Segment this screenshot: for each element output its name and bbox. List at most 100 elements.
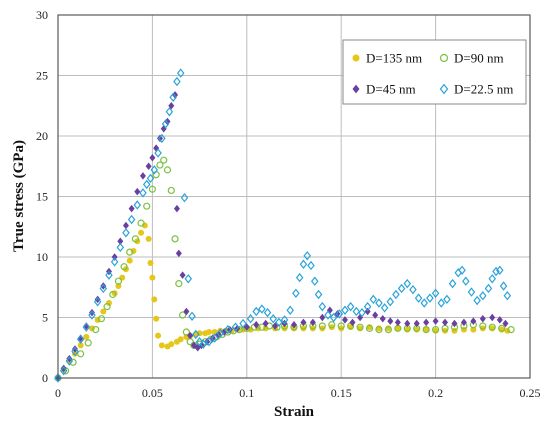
data-point — [394, 325, 401, 332]
data-point — [403, 278, 412, 289]
data-point — [167, 186, 175, 195]
data-point — [184, 274, 193, 284]
data-point — [147, 260, 154, 267]
data-point — [54, 373, 62, 383]
data-point — [379, 314, 386, 323]
data-point — [328, 321, 336, 329]
x-axis-label: Strain — [274, 404, 315, 420]
data-point — [498, 324, 506, 332]
data-point — [115, 283, 122, 290]
data-point — [488, 323, 496, 331]
data-point — [88, 308, 95, 317]
data-point — [470, 326, 477, 333]
data-point — [384, 326, 392, 334]
data-point — [137, 219, 145, 227]
data-point — [131, 235, 140, 243]
data-point — [139, 188, 147, 198]
data-point — [280, 315, 289, 325]
data-point — [156, 161, 164, 169]
y-tick-label: 5 — [42, 311, 48, 325]
data-point — [369, 294, 378, 305]
data-point — [84, 339, 92, 347]
data-point — [252, 306, 261, 317]
data-point — [263, 307, 272, 318]
data-point — [307, 260, 315, 271]
data-point — [437, 298, 446, 308]
data-point — [507, 326, 515, 334]
data-point — [127, 214, 136, 225]
data-point — [139, 172, 146, 180]
data-point — [414, 293, 423, 303]
series-1 — [55, 222, 511, 381]
data-point — [176, 68, 185, 78]
data-point — [188, 311, 196, 322]
data-point — [59, 366, 68, 376]
data-point — [158, 133, 166, 144]
data-point — [231, 322, 240, 332]
data-point — [470, 317, 477, 325]
data-point — [161, 119, 170, 129]
data-point — [69, 358, 77, 366]
y-tick-label: 15 — [36, 190, 48, 204]
x-tick-label: 0.05 — [142, 386, 163, 400]
data-point — [205, 336, 213, 347]
data-point — [164, 117, 171, 126]
data-point — [335, 309, 344, 319]
data-point — [499, 281, 508, 291]
data-point — [448, 278, 457, 289]
data-point — [432, 317, 439, 325]
data-point — [496, 265, 504, 276]
data-point — [309, 318, 316, 327]
data-point — [83, 333, 90, 340]
data-point — [183, 307, 190, 316]
data-point — [151, 296, 158, 303]
data-point — [142, 179, 151, 190]
data-point — [387, 317, 394, 325]
data-point — [503, 291, 512, 301]
data-point — [488, 274, 497, 284]
data-point — [116, 242, 125, 253]
data-point — [76, 334, 85, 344]
data-point — [179, 311, 187, 319]
data-point — [386, 297, 395, 307]
data-point — [148, 185, 156, 193]
data-point — [318, 322, 326, 330]
x-tick-label: 0.15 — [331, 386, 352, 400]
data-point — [479, 314, 486, 323]
data-point — [460, 318, 467, 327]
data-point — [300, 318, 307, 327]
data-point — [358, 307, 366, 318]
x-tick-label: 0.25 — [520, 386, 541, 400]
legend-marker — [439, 53, 449, 63]
data-point — [126, 248, 134, 256]
data-point — [269, 313, 278, 324]
data-point — [171, 235, 179, 243]
data-point — [65, 356, 74, 366]
data-point — [375, 298, 383, 308]
data-point — [422, 326, 430, 334]
data-point — [77, 334, 84, 342]
data-point — [165, 107, 174, 117]
data-point — [143, 202, 151, 210]
data-point — [77, 342, 84, 349]
data-point — [341, 316, 348, 324]
y-axis-label: True stress (GPa) — [11, 140, 27, 252]
data-point — [426, 293, 434, 303]
data-point — [392, 289, 400, 300]
data-point — [77, 350, 85, 358]
data-point — [149, 274, 156, 281]
legend-item: D=45 nm — [352, 82, 416, 97]
legend-marker — [439, 83, 449, 95]
data-point — [432, 326, 440, 334]
legend-label: D=45 nm — [366, 82, 416, 97]
data-point — [156, 134, 163, 143]
data-point — [109, 290, 117, 299]
data-point — [299, 259, 308, 269]
data-point — [484, 283, 493, 294]
legend-label: D=90 nm — [454, 51, 504, 66]
data-point — [97, 315, 106, 323]
data-point — [467, 287, 476, 297]
data-point — [150, 165, 159, 175]
data-point — [397, 283, 406, 294]
